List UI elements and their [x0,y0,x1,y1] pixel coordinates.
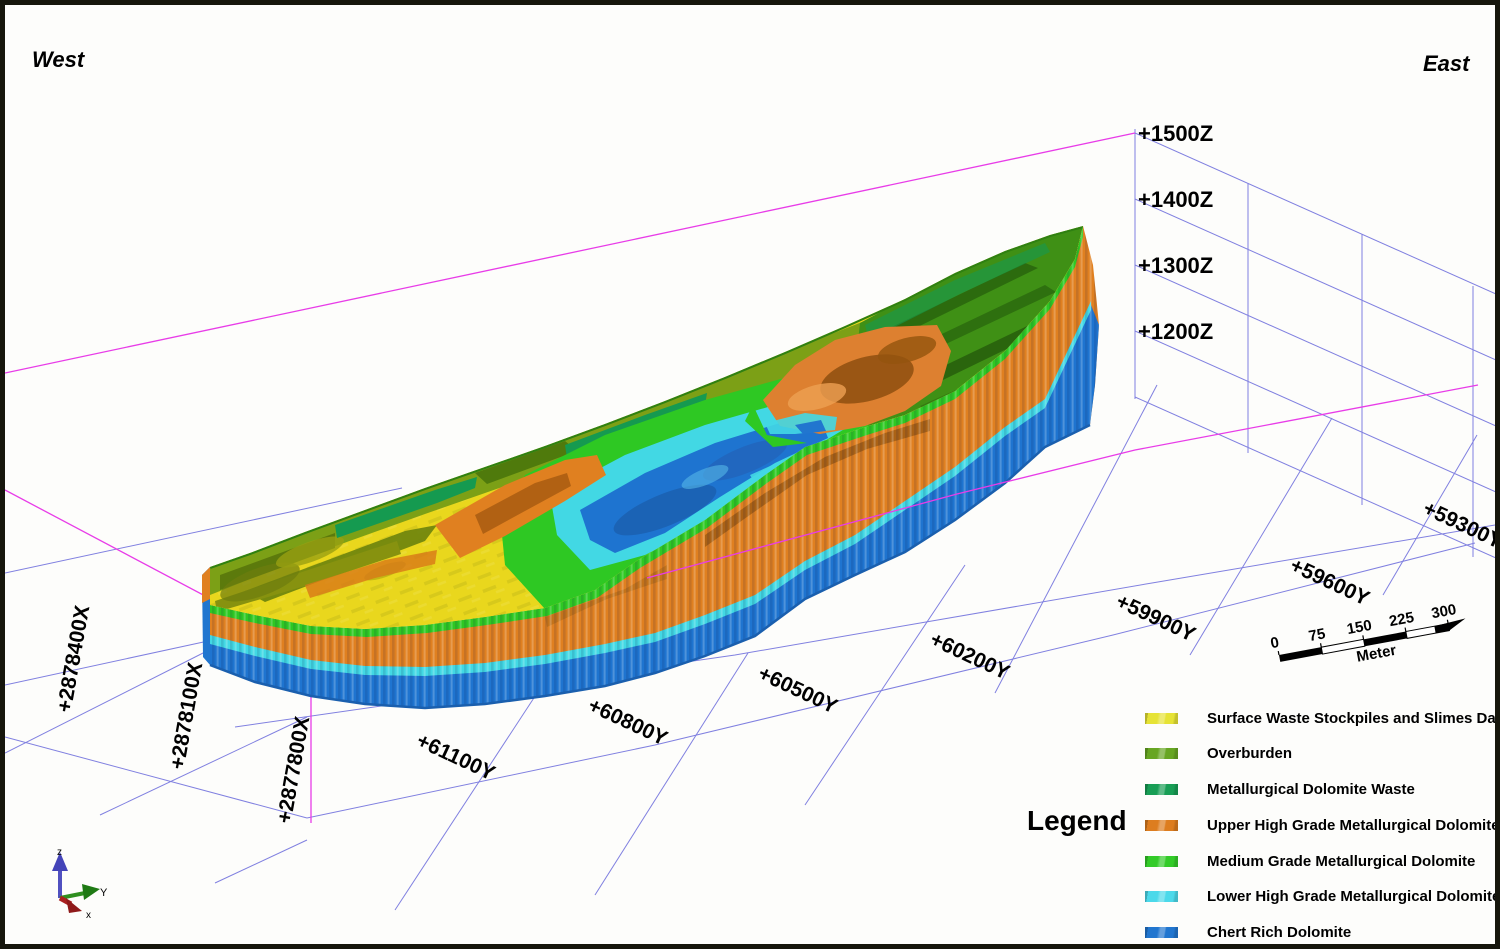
zone-mottle [275,536,345,568]
zone-mottle [613,484,717,536]
grid-line [1134,198,1495,361]
scale-bar: 0 75 150 225 300 Meter [1269,601,1466,666]
triad-y-axis [59,891,86,900]
grid-line [1134,396,1495,559]
box-edge [5,132,1136,374]
zone-streak [475,473,571,534]
z-tick-label: +1200Z [1138,319,1213,344]
z-tick-label: +1400Z [1138,187,1213,212]
z-tick-label: +1500Z [1138,121,1213,146]
grid-line [214,839,308,884]
triad-z-label: z [57,847,62,858]
scale-bar-tip [1434,618,1466,634]
scale-tick-label: 150 [1345,617,1373,638]
zone-medium-grade [745,405,807,447]
grid-line [1189,417,1333,656]
grid-line [5,736,308,819]
z-tick-label: +1300Z [1138,253,1213,278]
scale-bar-segment [1363,631,1408,647]
grid-line [804,564,966,806]
zone-upper-high-grade-west [305,550,437,598]
model-west-face-orange [202,567,210,603]
grid-line [594,652,749,896]
y-tick-label: +59900Y [1113,590,1199,647]
y-tick-label: +59300Y [1420,497,1500,554]
zone-mottle [877,336,937,364]
zone-mottle [787,383,847,411]
east-label: East [1423,51,1470,76]
x-tick-label: +2877800X [273,715,314,825]
grid-line [1134,330,1495,493]
grid-line [306,542,1476,819]
y-tick-label: +60800Y [585,694,671,751]
orientation-triad: z Y x [52,847,108,921]
x-tick-label: +2878400X [53,604,94,714]
grid-line [994,384,1158,694]
grid-line [99,716,308,816]
y-tick-label: +61100Y [413,729,498,785]
zone-chert-rich [795,420,826,434]
scale-tick-label: 75 [1307,625,1327,645]
scene: +1500Z +1400Z +1300Z +1200Z +2878400X +2… [5,121,1500,921]
scale-bar-numbers: 0 75 150 225 300 [1269,601,1458,652]
triad-z-arrowhead [52,852,68,871]
face-bottom-shade [209,423,1091,710]
zone-mottle [220,562,300,602]
scale-bar-segment [1279,647,1323,662]
scale-tick-label: 300 [1430,601,1458,622]
zone-met-dolomite-waste [865,243,1050,340]
scale-bar-ticks [1277,619,1449,656]
grid-line [394,680,546,911]
y-tick-label: +60500Y [755,662,841,719]
zone-streak [475,441,577,484]
z-axis-labels: +1500Z +1400Z +1300Z +1200Z [1138,121,1213,344]
scale-tick-label: 0 [1269,634,1280,652]
grid-line [1134,264,1495,427]
grid-line [5,487,403,574]
model-extent-box-edge-front [646,384,1479,579]
triad-x-arrowhead [66,898,82,913]
y-tick-label: +60200Y [927,628,1013,685]
x-tick-label: +2878100X [166,661,207,771]
grid-line [5,649,210,754]
triad-y-arrowhead [82,884,100,900]
triad-y-label: Y [100,887,108,899]
y-tick-label: +59600Y [1287,554,1373,611]
west-label: West [32,47,85,72]
grid-line [1134,132,1495,295]
zone-mottle [681,465,729,489]
zone-met-dolomite-waste [335,477,477,538]
grid-line [1382,434,1478,596]
scale-tick-label: 225 [1388,609,1416,630]
zone-streak [875,263,1038,342]
triad-x-label: x [86,910,91,921]
